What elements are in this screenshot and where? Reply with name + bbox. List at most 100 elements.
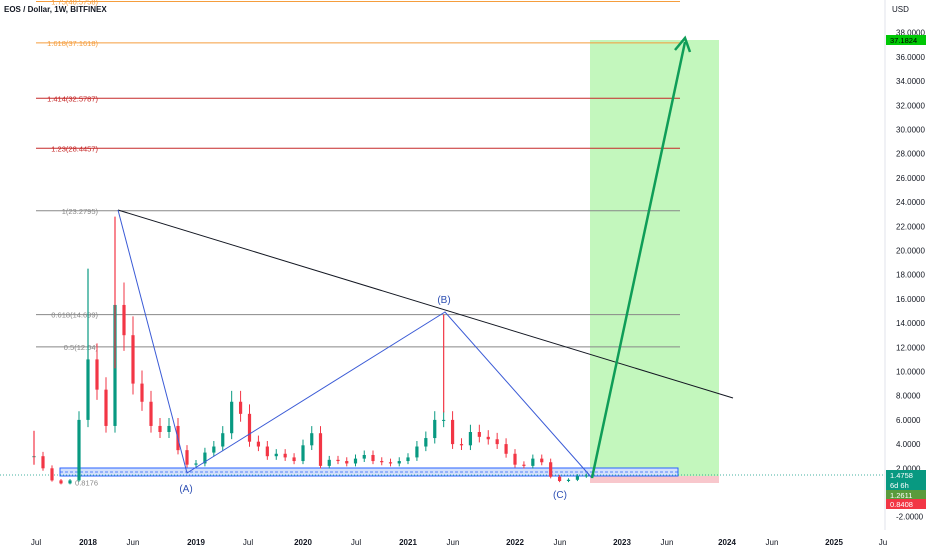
candle-body bbox=[230, 401, 234, 434]
y-tick-label: 34.0000 bbox=[896, 77, 925, 86]
candle-body bbox=[371, 454, 375, 462]
y-tick-label: 20.0000 bbox=[896, 247, 925, 256]
support-band bbox=[0, 467, 885, 477]
x-tick-label: 2021 bbox=[399, 538, 417, 547]
candle-body bbox=[397, 461, 401, 464]
price-label-text: 1.4758 bbox=[890, 471, 913, 480]
candle-body bbox=[557, 476, 562, 482]
candle-body bbox=[442, 419, 446, 421]
candle-body bbox=[424, 438, 428, 447]
candle-body bbox=[495, 439, 499, 445]
y-tick-label: 30.0000 bbox=[896, 126, 925, 135]
price-label-text: 6d 6h bbox=[890, 481, 909, 490]
y-tick-label: 2.0000 bbox=[896, 464, 921, 473]
x-tick-label: Jun bbox=[661, 538, 674, 547]
x-tick-label: Jul bbox=[243, 538, 253, 547]
candle-body bbox=[77, 419, 81, 481]
candle-body bbox=[283, 453, 287, 458]
x-tick-label: Jul bbox=[31, 538, 41, 547]
abc-wave-path bbox=[117, 209, 593, 479]
candle-body bbox=[522, 464, 526, 466]
y-tick-label: 26.0000 bbox=[896, 174, 925, 183]
x-tick-label: Jun bbox=[127, 538, 140, 547]
candle-body bbox=[362, 454, 366, 459]
candle-body bbox=[149, 401, 153, 426]
x-tick-label: Jun bbox=[447, 538, 460, 547]
fibonacci-levels[interactable]: 1.75(40.5758) 1.618(37.1618) 1.414(32.5787… bbox=[36, 0, 680, 488]
candle-body bbox=[221, 433, 225, 447]
candle-body bbox=[540, 458, 544, 463]
candle-body bbox=[140, 383, 144, 402]
y-tick-label: 18.0000 bbox=[896, 271, 925, 280]
candle-body bbox=[477, 432, 481, 437]
projection-arrow bbox=[590, 41, 687, 479]
projection-arrowhead bbox=[674, 35, 692, 53]
price-label-text: 1.2611 bbox=[890, 491, 912, 500]
candle-body bbox=[415, 446, 419, 458]
price-label-bg bbox=[886, 470, 926, 480]
time-axis[interactable]: Jul 2018 Jun 2019 Jul 2020 Jul 2021 Jun 2022 Jun 20… bbox=[31, 538, 887, 547]
trend-drawings[interactable] bbox=[117, 35, 734, 479]
fib-level-label: 1.618(37.1618) bbox=[47, 39, 98, 48]
candle-body bbox=[247, 413, 252, 442]
fib-level-label: 0.8176 bbox=[75, 479, 98, 488]
price-label-bg bbox=[886, 480, 926, 490]
candle-body bbox=[238, 401, 243, 414]
candle-body bbox=[301, 445, 305, 462]
candle-body bbox=[486, 436, 490, 440]
candle-body bbox=[380, 461, 384, 463]
x-tick-label: Jun bbox=[554, 538, 567, 547]
candle-body bbox=[327, 459, 331, 466]
candle-body bbox=[68, 480, 72, 484]
candle-body bbox=[158, 425, 162, 432]
y-tick-label: 32.0000 bbox=[896, 101, 925, 110]
wave-label: (B) bbox=[437, 295, 450, 306]
x-tick-label: 2019 bbox=[187, 538, 205, 547]
candle-body bbox=[513, 453, 517, 465]
x-tick-label: 2018 bbox=[79, 538, 97, 547]
candle-body bbox=[318, 433, 323, 466]
candle-body bbox=[336, 459, 340, 462]
x-tick-label: Jul bbox=[351, 538, 361, 547]
y-tick-label: 38.0000 bbox=[896, 29, 925, 38]
x-tick-label: Ju bbox=[879, 538, 887, 547]
y-tick-label: 24.0000 bbox=[896, 198, 925, 207]
y-tick-label: 10.0000 bbox=[896, 368, 925, 377]
candle-body bbox=[459, 444, 464, 446]
fib-level-label: 0.5(12.04) bbox=[64, 343, 99, 352]
candle-body bbox=[345, 461, 349, 464]
stop-loss-zone bbox=[590, 476, 719, 483]
candle-body bbox=[41, 456, 45, 469]
candle-body bbox=[584, 475, 588, 477]
candle-body bbox=[59, 480, 63, 484]
candlesticks bbox=[32, 216, 588, 485]
candle-body bbox=[549, 462, 553, 477]
x-tick-label: 2022 bbox=[506, 538, 524, 547]
candle-body bbox=[292, 457, 296, 462]
y-tick-label: 4.0000 bbox=[896, 440, 921, 449]
candle-body bbox=[256, 441, 261, 447]
descending-trendline bbox=[117, 209, 734, 399]
candle-body bbox=[468, 432, 473, 446]
candle-body bbox=[131, 335, 135, 384]
y-tick-label: 28.0000 bbox=[896, 150, 925, 159]
price-axis[interactable]: 38.0000 36.0000 34.0000 32.0000 30.0000 28.00… bbox=[896, 29, 925, 522]
y-tick-label: 14.0000 bbox=[896, 319, 925, 328]
candle-body bbox=[433, 419, 437, 439]
x-tick-label: 2023 bbox=[613, 538, 631, 547]
fib-level-label: 1.414(32.5787) bbox=[47, 94, 98, 103]
candle-body bbox=[95, 359, 99, 390]
price-label-bg bbox=[886, 490, 926, 500]
y-tick-label: -2.0000 bbox=[896, 513, 924, 522]
fib-level-label: 1(23.2795) bbox=[62, 207, 99, 216]
fib-level-label: 0.618(14.699) bbox=[51, 311, 98, 320]
candle-body bbox=[122, 304, 126, 336]
wave-label: (A) bbox=[179, 484, 192, 495]
candle-body bbox=[566, 479, 571, 482]
x-tick-label: 2024 bbox=[718, 538, 736, 547]
candle-body bbox=[310, 433, 314, 446]
